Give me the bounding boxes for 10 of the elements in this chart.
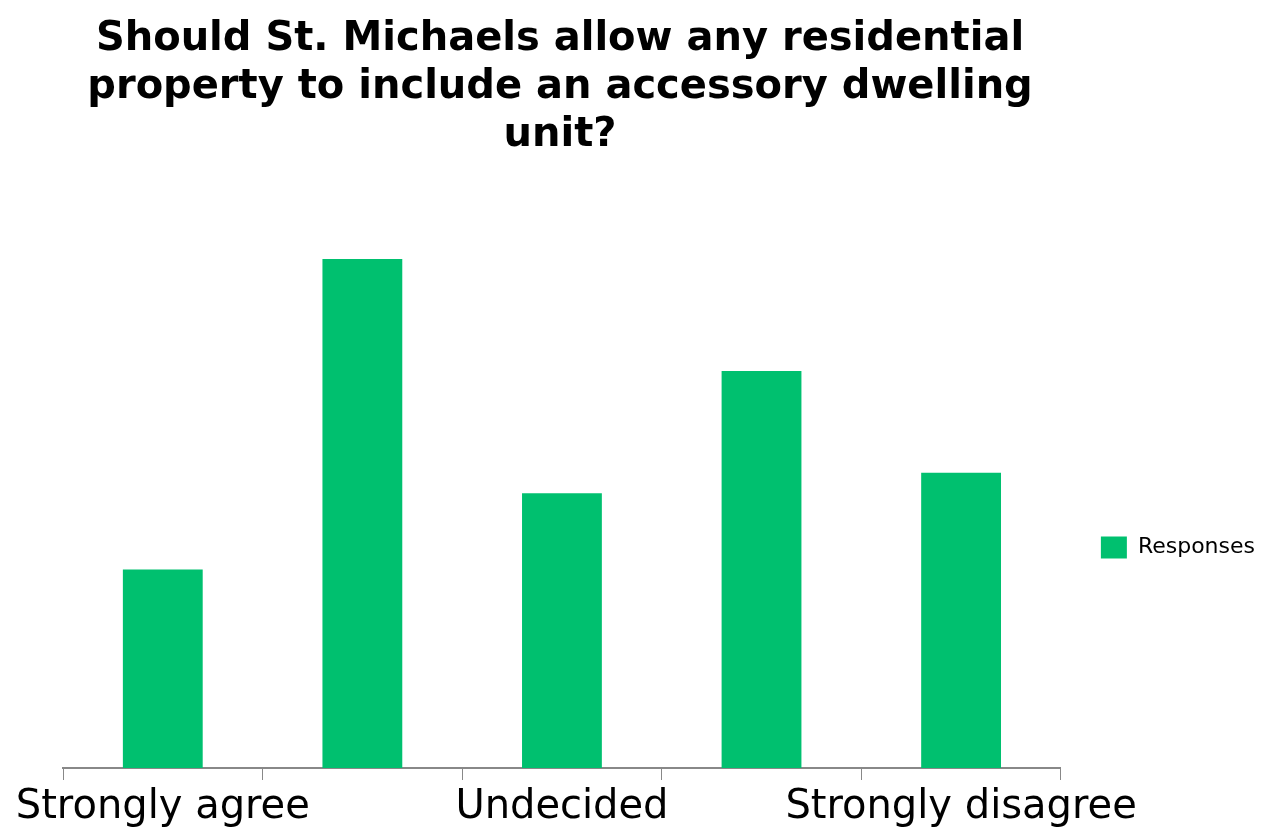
bar [122, 569, 203, 768]
x-tick-label: Strongly disagree [785, 781, 1137, 828]
x-tick-label: Undecided [455, 781, 669, 828]
bar [522, 493, 602, 768]
x-tick-label: Strongly agree [15, 781, 310, 828]
bar [921, 472, 1002, 768]
chart-title: Should St. Michaels allow any residential property to include an accessory dwelling unit? [86, 12, 1034, 156]
legend-label: Responses [1137, 533, 1255, 559]
bar [322, 259, 403, 768]
bar [721, 370, 802, 768]
